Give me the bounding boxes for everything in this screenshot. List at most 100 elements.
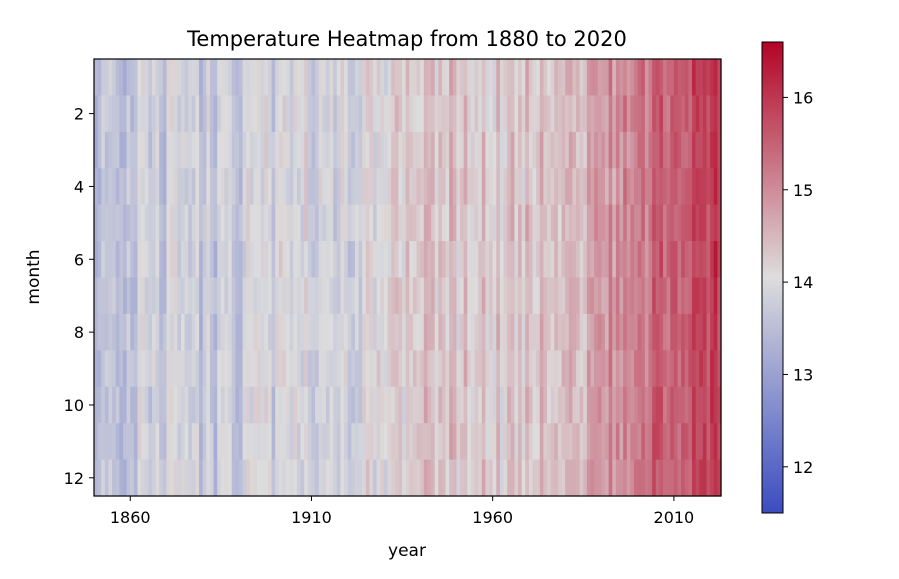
heatmap-cell [365,459,371,497]
heatmap-cell [543,313,548,351]
heatmap-cell [474,204,479,242]
heatmap-cell [195,277,200,315]
heatmap-cell [420,241,425,279]
heatmap-cell [369,350,374,388]
heatmap-cell [94,350,99,388]
heatmap-cell [583,204,588,242]
heatmap-cell [104,131,110,169]
heatmap-cell [191,423,197,461]
heatmap-cell [144,277,149,315]
heatmap-cell [518,168,523,206]
heatmap-cell [434,350,439,388]
heatmap-cell [130,131,135,169]
heatmap-cell [431,59,436,97]
heatmap-cell [583,313,588,351]
heatmap-cell [456,277,461,315]
heatmap-cell [688,59,693,97]
heatmap-cell [405,350,410,388]
heatmap-cell [695,168,700,206]
heatmap-cell [717,168,722,206]
heatmap-cell [543,277,548,315]
heatmap-cell [648,313,653,351]
heatmap-cell [199,350,204,388]
heatmap-cell [151,313,157,351]
heatmap-cell [445,459,450,497]
heatmap-cell [315,350,320,388]
heatmap-cell [151,59,157,97]
heatmap-cell [115,131,120,169]
heatmap-cell [188,313,193,351]
heatmap-cell [648,459,653,497]
heatmap-cell [191,313,197,351]
heatmap-cell [224,131,229,169]
heatmap-cell [692,350,697,388]
heatmap-cell [626,59,631,97]
heatmap-cell [115,168,120,206]
heatmap-cell [525,59,530,97]
heatmap-cell [387,386,392,424]
heatmap-cell [641,168,646,206]
heatmap-cell [489,386,494,424]
heatmap-cell [362,241,367,279]
heatmap-cell [583,423,588,461]
heatmap-cell [612,313,617,351]
heatmap-cell [122,313,128,351]
heatmap-cell [235,350,240,388]
heatmap-cell [101,241,106,279]
heatmap-cell [710,313,715,351]
heatmap-cell [224,423,229,461]
heatmap-cell [496,204,501,242]
heatmap-cell [220,168,226,206]
heatmap-cell [206,277,211,315]
heatmap-cell [202,95,207,133]
heatmap-cell [249,168,255,206]
heatmap-cell [467,277,472,315]
heatmap-cell [257,313,262,351]
heatmap-cell [253,95,258,133]
heatmap-cell [130,59,135,97]
heatmap-cell [565,241,570,279]
heatmap-cell [514,459,519,497]
heatmap-cell [492,168,497,206]
heatmap-cell [586,459,592,497]
heatmap-cell [536,386,541,424]
heatmap-cell [322,386,327,424]
heatmap-cell [637,313,642,351]
heatmap-cell [380,95,385,133]
heatmap-cell [130,241,135,279]
heatmap-cell [188,95,193,133]
heatmap-cell [209,131,215,169]
heatmap-cell [441,95,447,133]
heatmap-cell [159,386,164,424]
heatmap-cell [267,95,273,133]
heatmap-cell [347,423,352,461]
heatmap-cell [315,95,320,133]
heatmap-cell [155,277,160,315]
heatmap-cell [470,59,476,97]
heatmap-cell [710,241,715,279]
heatmap-cell [412,350,418,388]
heatmap-cell [438,386,443,424]
heatmap-cell [409,241,414,279]
heatmap-cell [159,59,164,97]
heatmap-cell [148,131,153,169]
heatmap-cell [655,59,660,97]
heatmap-cell [325,241,331,279]
heatmap-cell [478,168,483,206]
heatmap-cell [315,423,320,461]
heatmap-cell [496,168,501,206]
heatmap-cell [692,131,697,169]
heatmap-cell [235,168,240,206]
heatmap-cell [561,204,566,242]
heatmap-cell [554,459,559,497]
heatmap-cell [184,313,189,351]
heatmap-cell [405,168,410,206]
heatmap-cell [485,313,490,351]
heatmap-cell [492,59,497,97]
heatmap-cell [275,459,280,497]
heatmap-cell [220,459,226,497]
heatmap-cell [159,168,164,206]
heatmap-cell [286,350,291,388]
heatmap-cell [224,168,229,206]
heatmap-cell [151,459,157,497]
